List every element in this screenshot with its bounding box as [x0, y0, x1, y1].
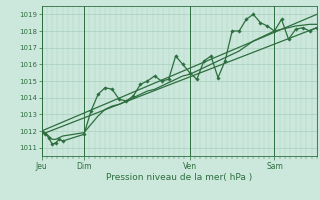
X-axis label: Pression niveau de la mer( hPa ): Pression niveau de la mer( hPa ) — [106, 173, 252, 182]
